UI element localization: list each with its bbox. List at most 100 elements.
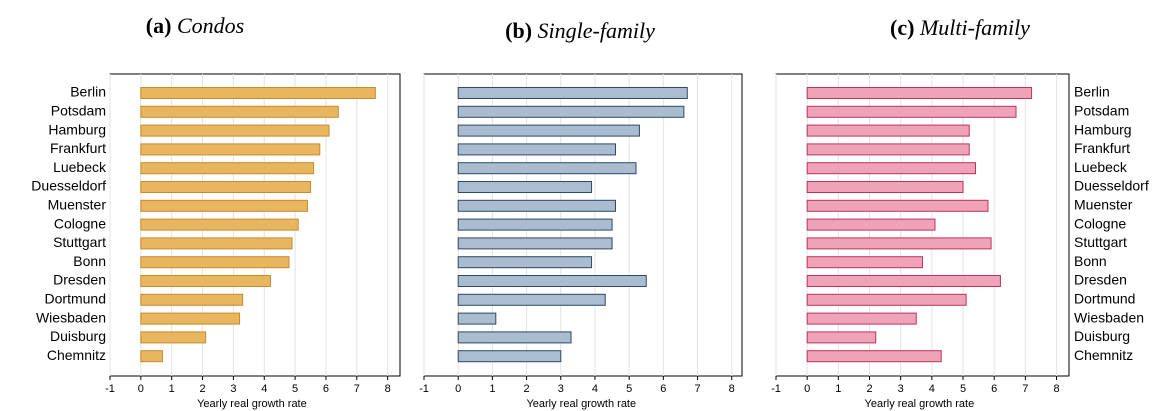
category-label: Dortmund <box>45 291 106 307</box>
x-tick-label: 7 <box>354 383 360 395</box>
x-tick-label: -1 <box>105 383 115 395</box>
bar <box>806 331 877 344</box>
bar <box>140 312 241 325</box>
category-label: Frankfurt <box>50 140 106 156</box>
x-tick-label: 3 <box>898 383 904 395</box>
x-tick-label: 5 <box>626 383 632 395</box>
x-tick-label: 8 <box>385 383 391 395</box>
bar <box>140 124 330 137</box>
bar <box>806 181 964 193</box>
bar <box>806 312 917 325</box>
category-label: Wiesbaden <box>1074 309 1144 325</box>
bar <box>457 199 616 212</box>
bar <box>140 256 290 269</box>
bar <box>806 293 967 306</box>
category-label: Berlin <box>70 84 106 100</box>
bar <box>806 124 970 137</box>
bar <box>457 350 562 363</box>
x-tick-label: 0 <box>138 383 144 395</box>
x-tick-label: 3 <box>230 383 236 395</box>
x-tick-label: 1 <box>489 383 495 395</box>
bar <box>140 199 308 212</box>
x-tick-label: 6 <box>660 383 666 395</box>
bar <box>806 105 1017 118</box>
category-label: Bonn <box>1074 253 1107 269</box>
bar <box>140 218 299 231</box>
category-label: Luebeck <box>1074 159 1128 175</box>
bar <box>457 124 640 137</box>
x-tick-label: 2 <box>866 383 872 395</box>
panel-label: (b) <box>505 18 532 43</box>
bar <box>457 275 647 287</box>
x-tick-label: 7 <box>694 383 700 395</box>
bar <box>457 87 688 99</box>
bar <box>140 331 207 344</box>
bar <box>457 312 497 325</box>
panel-label: (c) <box>890 15 914 40</box>
bar <box>140 105 339 118</box>
x-tick-label: 8 <box>729 383 735 395</box>
x-tick-label: 6 <box>991 383 997 395</box>
panel-title: (a) Condos <box>146 13 244 38</box>
panel-title: (c) Multi-family <box>890 15 1030 40</box>
x-tick-label: -1 <box>419 383 429 395</box>
panel-title: (b) Single-family <box>505 18 655 43</box>
x-tick-label: 5 <box>292 383 298 395</box>
x-axis-label: Yearly real growth rate <box>865 398 975 410</box>
bar <box>806 199 989 212</box>
category-label: Potsdam <box>1074 103 1129 119</box>
bar <box>140 87 376 99</box>
category-label: Chemnitz <box>47 347 106 363</box>
x-tick-label: 4 <box>261 383 267 395</box>
x-tick-label: 6 <box>323 383 329 395</box>
x-tick-label: -1 <box>771 383 781 395</box>
bar <box>457 181 593 193</box>
x-tick-label: 4 <box>592 383 598 395</box>
category-label: Duesseldorf <box>31 178 106 194</box>
category-label: Hamburg <box>1074 121 1132 137</box>
x-tick-label: 1 <box>835 383 841 395</box>
category-label: Bonn <box>73 253 106 269</box>
bar <box>806 218 936 231</box>
category-label: Dresden <box>53 272 106 288</box>
x-axis-label: Yearly real growth rate <box>526 398 636 410</box>
category-label: Dresden <box>1074 272 1127 288</box>
bar <box>806 237 992 250</box>
x-tick-label: 0 <box>804 383 810 395</box>
category-label: Berlin <box>1074 84 1110 100</box>
x-tick-label: 7 <box>1022 383 1028 395</box>
bar <box>457 143 616 156</box>
bar <box>457 293 606 306</box>
bar <box>806 143 970 156</box>
bar <box>140 143 321 156</box>
category-label: Dortmund <box>1074 291 1135 307</box>
category-label: Chemnitz <box>1074 347 1133 363</box>
category-label: Duisburg <box>1074 328 1130 344</box>
panel-name: Single-family <box>538 18 656 43</box>
bar <box>806 350 942 363</box>
category-label: Stuttgart <box>1074 234 1127 250</box>
bar <box>140 350 163 363</box>
bar <box>806 87 1033 99</box>
bar <box>457 162 637 175</box>
x-tick-label: 4 <box>929 383 935 395</box>
bar <box>806 275 1001 287</box>
x-axis-label: Yearly real growth rate <box>197 398 307 410</box>
category-label: Cologne <box>1074 215 1126 231</box>
category-label: Duesseldorf <box>1074 178 1149 194</box>
bar <box>806 162 976 175</box>
category-label: Stuttgart <box>53 234 106 250</box>
x-tick-label: 8 <box>1053 383 1059 395</box>
category-label: Cologne <box>54 215 106 231</box>
bar <box>457 218 613 231</box>
bar <box>140 237 293 250</box>
x-tick-label: 1 <box>169 383 175 395</box>
bar <box>457 105 685 118</box>
panel-label: (a) <box>146 13 172 38</box>
panel-name: Condos <box>177 13 244 38</box>
bar <box>457 331 572 344</box>
bar <box>806 256 924 269</box>
category-label: Potsdam <box>51 103 106 119</box>
